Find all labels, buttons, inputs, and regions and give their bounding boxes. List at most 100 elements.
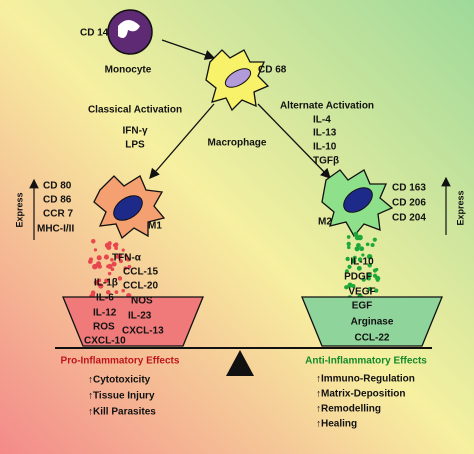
classical-stimulus: IFN-γ — [123, 126, 148, 137]
arrow — [161, 39, 216, 60]
dot — [366, 272, 372, 278]
dot — [107, 241, 112, 246]
dot — [98, 283, 104, 289]
dot — [367, 276, 371, 281]
dot — [121, 248, 125, 252]
dot — [366, 253, 373, 260]
dot — [124, 254, 128, 258]
alternate-stimulus: TGFβ — [313, 156, 339, 167]
m2-basket — [301, 296, 443, 347]
dot — [361, 253, 365, 257]
dot — [346, 241, 351, 247]
dot — [96, 261, 102, 267]
dot — [361, 277, 366, 282]
m2-marker: CD 206 — [392, 198, 426, 209]
m2-label: M2 — [318, 217, 332, 228]
dot — [347, 282, 353, 288]
m2-marker: CD 204 — [392, 213, 426, 224]
dot — [87, 259, 93, 264]
dot — [372, 273, 378, 278]
m1-marker: CCR 7 — [43, 209, 73, 220]
m2-effect: ↑Remodelling — [316, 404, 381, 415]
dot — [354, 232, 359, 236]
dot — [107, 271, 112, 276]
m2-secreted: PDGF — [344, 272, 372, 283]
monocyte-nucleus — [118, 20, 140, 38]
dot — [127, 264, 132, 269]
dot — [372, 237, 377, 242]
dot — [93, 248, 98, 252]
dot — [111, 261, 117, 267]
dot — [345, 256, 350, 262]
balance-fulcrum — [226, 350, 254, 376]
dot — [367, 286, 373, 292]
m1-effect: ↑Tissue Injury — [88, 391, 155, 402]
dot — [97, 278, 102, 283]
dot — [359, 246, 365, 252]
classical-title: Classical Activation — [88, 105, 182, 116]
alternate-stimulus: IL-13 — [313, 128, 337, 139]
arrow — [257, 103, 331, 179]
m1-effects-title: Pro-Inflammatory Effects — [61, 356, 180, 367]
m1-secreted: IL-23 — [128, 311, 152, 322]
dot — [110, 258, 114, 262]
monocyte-cell — [107, 9, 153, 55]
dot — [344, 285, 349, 290]
dot — [357, 257, 363, 262]
dot — [106, 244, 112, 251]
m1-secreted: TFN-α — [112, 253, 142, 264]
dot — [123, 266, 128, 271]
dot — [105, 290, 111, 295]
dot — [104, 278, 109, 284]
dot — [347, 264, 352, 269]
m1-nucleus — [113, 195, 143, 221]
dot — [374, 288, 379, 293]
macrophage-label: Macrophage — [208, 138, 267, 149]
m2-nucleus — [343, 187, 373, 213]
alternate-stimulus: IL-10 — [313, 142, 337, 153]
m1-marker: MHC-I/II — [37, 224, 74, 235]
m2-effect: ↑Matrix-Deposition — [316, 389, 405, 400]
m2-secreted: CCL-22 — [354, 333, 389, 344]
m2-effects-title: Anti-Inflammatory Effects — [305, 356, 427, 367]
m2-secreted: EGF — [352, 301, 373, 312]
dot — [346, 245, 351, 250]
dot — [117, 276, 123, 281]
m1-secreted: NOS — [131, 296, 153, 307]
dot — [356, 265, 362, 271]
m2-secreted: Arginase — [351, 317, 394, 328]
dot — [354, 246, 360, 252]
m1-secreted: IL-12 — [93, 308, 117, 319]
m1-secreted: CCL-20 — [123, 281, 158, 292]
dot — [116, 253, 123, 259]
dot — [352, 255, 357, 260]
monocyte-marker: CD 14 — [80, 28, 109, 39]
express-label: Express — [14, 192, 24, 227]
dot — [351, 258, 355, 263]
dot — [118, 259, 123, 264]
dot — [365, 242, 370, 247]
m1-basket — [62, 296, 204, 347]
alternate-title: Alternate Activation — [280, 101, 374, 112]
m1-effect: ↑Kill Parasites — [88, 407, 156, 418]
m2-marker: CD 163 — [392, 183, 426, 194]
alternate-stimulus: IL-4 — [313, 115, 331, 126]
m2-secreted: IL-10 — [350, 257, 374, 268]
dot — [110, 267, 115, 272]
dot — [106, 264, 110, 269]
m2-secreted: VEGF — [348, 287, 375, 298]
dot — [375, 267, 379, 272]
m1-secreted: CXCL-13 — [122, 326, 164, 337]
dot — [112, 243, 118, 248]
dot — [375, 278, 380, 282]
dot — [126, 257, 131, 262]
dot — [96, 255, 102, 261]
m1-marker: CD 80 — [43, 181, 72, 192]
monocyte-label: Monocyte — [105, 65, 152, 76]
m1-secreted: ROS — [93, 322, 115, 333]
dot — [346, 235, 351, 239]
macrophage-marker: CD 68 — [258, 65, 287, 76]
dot — [367, 263, 372, 268]
dot — [93, 279, 99, 285]
